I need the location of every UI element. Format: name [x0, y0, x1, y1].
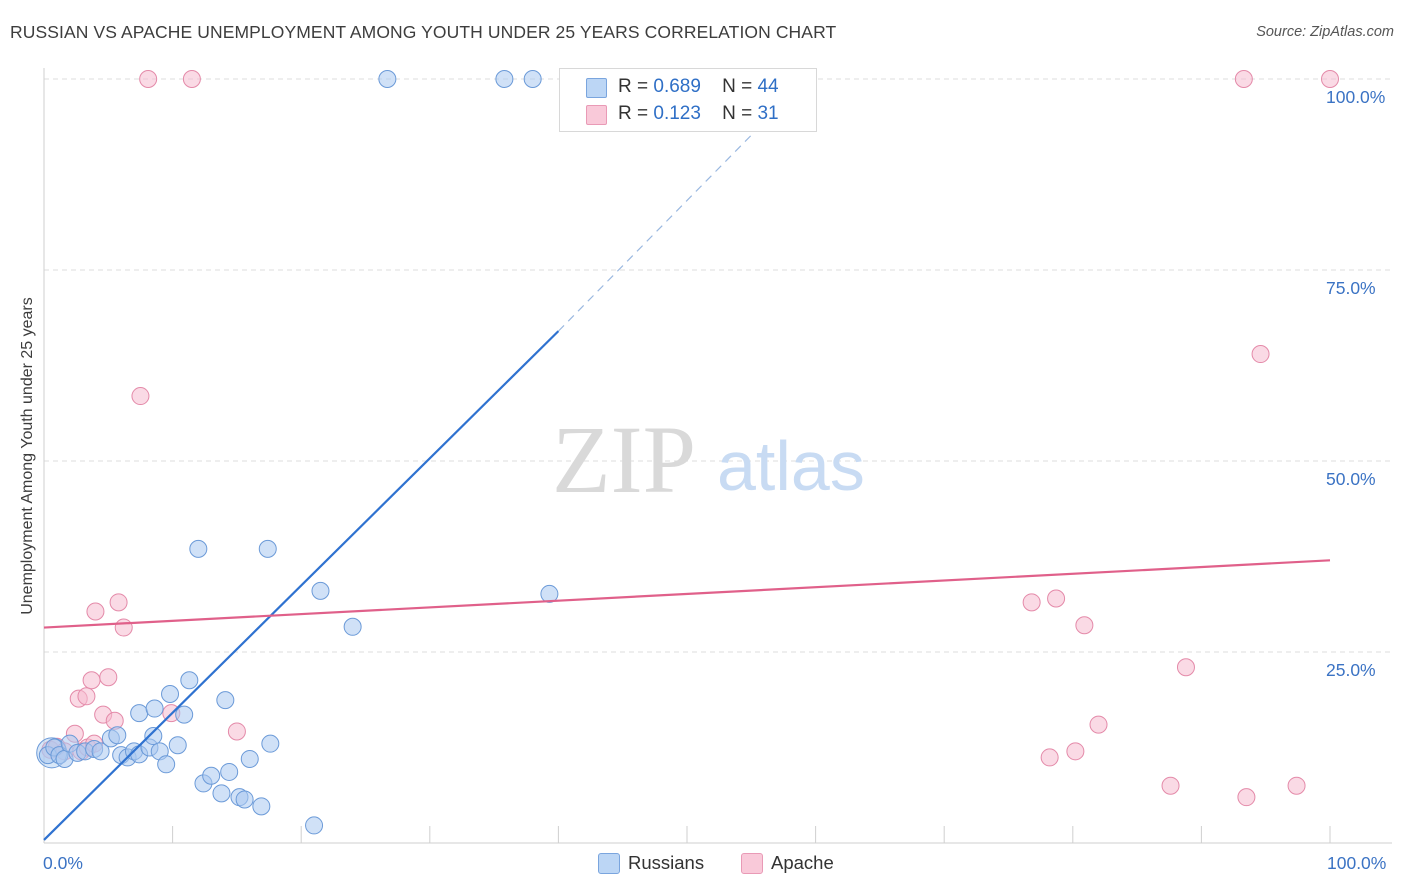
- watermark-atlas: atlas: [717, 427, 865, 505]
- y-tick-label: 50.0%: [1326, 469, 1376, 489]
- russians-point: [157, 755, 176, 774]
- russians-trend-line: [43, 330, 560, 841]
- legend-r-label: R =: [618, 103, 649, 124]
- apache-point: [82, 671, 101, 690]
- y-tick-label: 25.0%: [1326, 660, 1376, 680]
- legend-text-russians: R = 0.689 N = 44: [618, 76, 779, 98]
- apache-point: [1237, 788, 1256, 807]
- apache-point: [1321, 70, 1339, 88]
- apache-point: [182, 70, 201, 88]
- russians-point: [189, 539, 208, 558]
- russians-point: [161, 685, 180, 704]
- russians-point: [216, 691, 235, 710]
- russians-point: [311, 581, 330, 600]
- russians-point: [540, 584, 559, 603]
- apache-point: [77, 687, 96, 706]
- bottom-legend-label-apache: Apache: [771, 852, 834, 873]
- apache-trend-line: [43, 559, 1331, 629]
- russians-point: [523, 70, 542, 88]
- legend-swatch-apache: [586, 105, 607, 125]
- legend-swatch-russians: [586, 78, 607, 98]
- russians-point: [145, 699, 164, 718]
- source-label: Source: ZipAtlas.com: [1256, 24, 1394, 40]
- y-axis-label: Unemployment Among Youth under 25 years: [19, 297, 36, 615]
- x-tick-label-min: 0.0%: [43, 853, 83, 873]
- apache-point: [1234, 70, 1253, 88]
- watermark-zip: ZIP: [552, 406, 696, 513]
- russians-point: [258, 539, 277, 558]
- apache-point: [109, 593, 128, 612]
- russians-point: [343, 617, 362, 636]
- apache-point: [1251, 345, 1270, 364]
- apache-point: [131, 387, 150, 406]
- apache-point: [1089, 715, 1108, 734]
- apache-point: [139, 70, 158, 88]
- legend-n-label: N =: [722, 103, 753, 124]
- bottom-legend-label-russians: Russians: [628, 852, 705, 873]
- russians-point: [108, 726, 127, 745]
- russians-point: [220, 762, 239, 781]
- apache-point: [1287, 776, 1306, 795]
- apache-point: [227, 722, 246, 741]
- apache-point: [1075, 616, 1094, 635]
- apache-point: [1047, 589, 1066, 608]
- legend-n-value: 31: [757, 103, 779, 124]
- x-tick-label-max: 100.0%: [1327, 853, 1387, 873]
- apache-point: [1066, 742, 1085, 761]
- russians-point: [378, 70, 397, 88]
- apache-point: [114, 618, 133, 637]
- legend-n-label: N =: [722, 76, 753, 97]
- russians-point: [261, 734, 280, 753]
- russians-trend-extension: [557, 128, 759, 332]
- russians-point: [202, 766, 221, 785]
- apache-point: [1022, 593, 1041, 612]
- russians-point: [168, 736, 187, 755]
- trend-lines: [43, 128, 1331, 841]
- russians-point: [495, 70, 514, 88]
- russians-point: [144, 727, 163, 746]
- russians-point: [130, 704, 149, 723]
- legend-r-label: R =: [618, 76, 649, 97]
- russians-point: [212, 784, 231, 803]
- legend-r-value: 0.689: [653, 76, 701, 97]
- grid-lines: [44, 78, 1392, 653]
- apache-point: [86, 602, 105, 621]
- chart-title: RUSSIAN VS APACHE UNEMPLOYMENT AMONG YOU…: [10, 22, 837, 42]
- watermark: ZIP atlas: [552, 406, 865, 513]
- apache-point: [99, 668, 118, 687]
- legend-r-value: 0.123: [653, 103, 701, 124]
- apache-point: [1040, 748, 1059, 767]
- bottom-legend-swatch-russians: [598, 853, 620, 874]
- apache-point: [1161, 776, 1180, 795]
- apache-point: [1176, 658, 1195, 677]
- russians-point: [240, 749, 259, 768]
- y-tick-label: 100.0%: [1326, 87, 1386, 107]
- legend-text-apache: R = 0.123 N = 31: [618, 103, 779, 125]
- y-tick-label: 75.0%: [1326, 278, 1376, 298]
- russians-point: [180, 671, 199, 690]
- russians-point: [91, 742, 110, 761]
- legend-n-value: 44: [757, 76, 779, 97]
- bottom-legend-swatch-apache: [741, 853, 763, 874]
- russians-point: [175, 705, 194, 724]
- russians-point: [252, 797, 271, 816]
- axes: [43, 68, 1392, 844]
- russians-point: [235, 790, 254, 809]
- russians-points: [36, 70, 559, 835]
- correlation-legend: R = 0.689 N = 44 R = 0.123 N = 31: [559, 68, 817, 132]
- russians-point: [305, 816, 324, 835]
